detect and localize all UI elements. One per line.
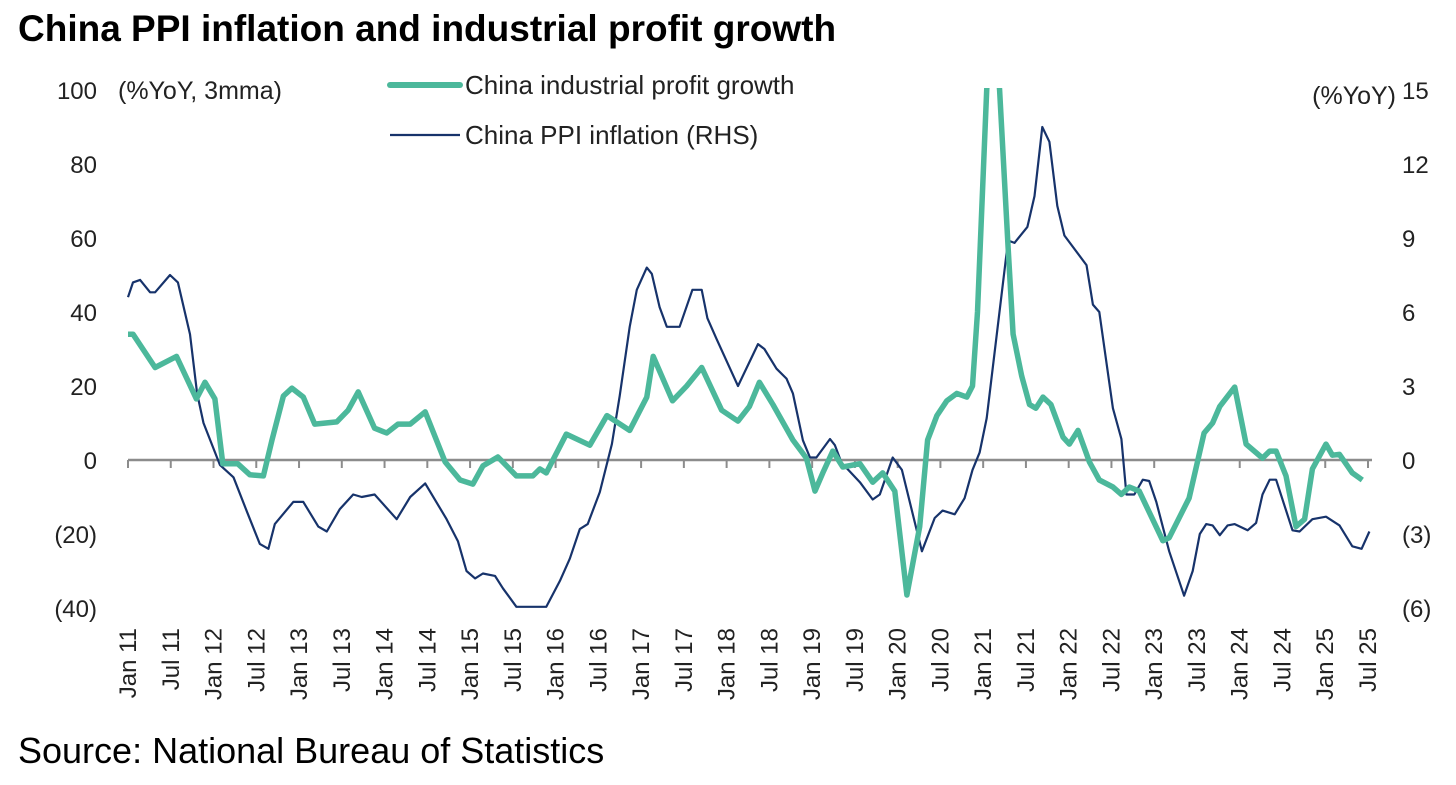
x-tick-label: Jul 25 [1355, 628, 1382, 692]
x-tick-label: Jul 11 [158, 628, 185, 690]
x-tick-label: Jan 11 [115, 628, 142, 698]
right-axis-tick-label: (6) [1402, 596, 1431, 623]
legend: China industrial profit growth China PPI … [387, 70, 795, 150]
x-tick-label: Jul 20 [927, 628, 954, 692]
x-tick-label: Jan 24 [1227, 628, 1254, 700]
x-tick-label: Jul 22 [1098, 628, 1125, 692]
x-tick-label: Jan 12 [201, 628, 228, 700]
x-tick-label: Jul 15 [500, 628, 527, 692]
x-tick-label: Jan 17 [628, 628, 655, 700]
x-tick-label: Jul 12 [243, 628, 270, 692]
x-tick-label: Jul 19 [842, 628, 869, 692]
left-axis-tick-label: 60 [70, 226, 97, 253]
series-group [126, 88, 1371, 608]
x-tick-label: Jan 22 [1056, 628, 1083, 700]
x-tick-label: Jan 25 [1312, 628, 1339, 700]
left-axis-unit-label: (%YoY, 3mma) [118, 77, 282, 105]
left-axis-tick-label: 100 [57, 78, 97, 105]
legend-label-ppi: China PPI inflation (RHS) [465, 120, 758, 150]
x-tick-label: Jul 14 [414, 628, 441, 692]
ppi-inflation-line [126, 125, 1371, 608]
right-axis-unit-label: (%YoY) [1312, 82, 1396, 110]
chart-title: China PPI inflation and industrial profi… [18, 8, 837, 49]
left-axis-tick-label: 20 [70, 374, 97, 401]
legend-label-profit: China industrial profit growth [465, 70, 795, 100]
source-note: Source: National Bureau of Statistics [18, 730, 605, 771]
right-axis-tick-label: 15 [1402, 78, 1429, 105]
x-tick-label: Jan 21 [970, 628, 997, 700]
profit-growth-line [128, 88, 1364, 598]
right-axis-tick-label: 0 [1402, 448, 1415, 475]
x-tick-label: Jul 18 [756, 628, 783, 692]
x-tick-label: Jul 23 [1184, 628, 1211, 692]
x-tick-label: Jul 17 [671, 628, 698, 692]
x-tick-label: Jan 23 [1141, 628, 1168, 700]
right-axis-tick-label: (3) [1402, 522, 1431, 549]
x-tick-label: Jan 15 [457, 628, 484, 700]
right-axis-tick-label: 9 [1402, 226, 1415, 253]
left-axis-tick-label: 0 [84, 448, 97, 475]
x-tick-label: Jul 21 [1013, 628, 1040, 692]
x-tick-label: Jan 18 [714, 628, 741, 700]
axes: Jan 11 Jul 11 Jan 12 Jul 12 Jan 13 Jul 13 Jan … [54, 77, 1431, 700]
left-axis-tick-label: (40) [54, 596, 97, 623]
x-tick-label: Jan 14 [372, 628, 399, 700]
left-axis-tick-label: 40 [70, 300, 97, 327]
right-axis-tick-label: 6 [1402, 300, 1415, 327]
left-axis-tick-label: 80 [70, 152, 97, 179]
right-axis-tick-label: 12 [1402, 152, 1429, 179]
x-tick-label: Jan 19 [799, 628, 826, 700]
x-tick-label: Jan 20 [885, 628, 912, 700]
x-tick-label: Jan 16 [543, 628, 570, 700]
x-tick-label: Jul 16 [585, 628, 612, 692]
x-tick-label: Jul 13 [329, 628, 356, 692]
right-axis-tick-label: 3 [1402, 374, 1415, 401]
x-tick-label: Jul 24 [1269, 628, 1296, 692]
left-axis-tick-label: (20) [54, 522, 97, 549]
x-tick-label: Jan 13 [286, 628, 313, 700]
